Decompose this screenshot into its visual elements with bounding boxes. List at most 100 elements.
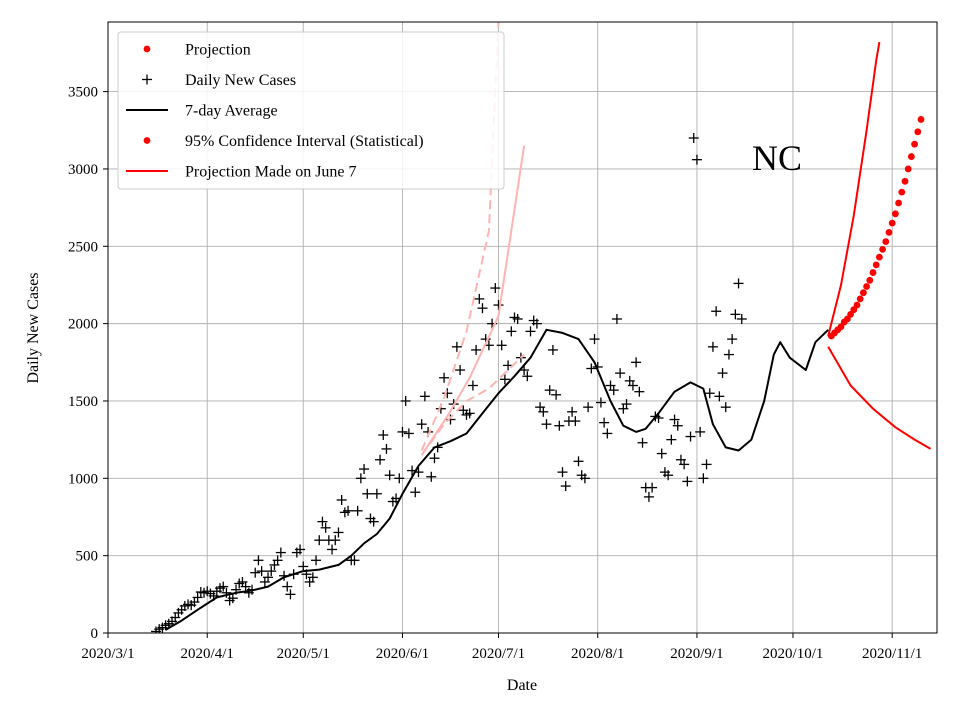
projection-point	[872, 261, 880, 269]
daily-case-marker	[282, 581, 293, 592]
daily-case-marker	[352, 505, 363, 516]
y-tick-label: 1500	[68, 394, 98, 410]
daily-case-marker	[349, 555, 360, 566]
projection-point	[856, 295, 864, 303]
daily-case-marker	[490, 283, 501, 294]
daily-case-marker	[595, 397, 606, 408]
projection-point	[891, 210, 899, 218]
projection-point	[901, 177, 909, 185]
daily-case-marker	[429, 453, 440, 464]
legend-label: 95% Confidence Interval (Statistical)	[185, 133, 424, 150]
daily-case-marker	[496, 340, 507, 351]
plot-frame	[107, 21, 938, 634]
daily-case-marker	[384, 470, 395, 481]
y-tick-label: 500	[76, 549, 99, 565]
y-axis-label: Daily New Cases	[25, 272, 42, 383]
daily-case-marker	[343, 505, 354, 516]
daily-case-marker	[451, 341, 462, 352]
daily-case-marker	[506, 326, 517, 337]
daily-case-marker	[330, 535, 341, 546]
projection-point	[875, 253, 883, 261]
daily-case-marker	[711, 306, 722, 317]
legend-entry: 95% Confidence Interval (Statistical)	[143, 133, 424, 150]
daily-case-marker	[218, 581, 229, 592]
daily-case-marker	[455, 365, 466, 376]
confidence-interval-line	[827, 41, 881, 337]
projection-point	[863, 283, 870, 290]
daily-case-marker	[589, 334, 600, 345]
daily-case-marker	[493, 300, 504, 311]
daily-case-marker	[298, 561, 309, 572]
daily-case-marker	[717, 368, 728, 379]
legend-entry: Projection Made on June 7	[126, 164, 357, 181]
daily-case-marker	[410, 487, 421, 498]
grid-lines	[107, 22, 937, 634]
daily-case-marker	[419, 391, 430, 402]
daily-case-marker	[538, 406, 549, 417]
daily-case-marker	[583, 402, 594, 413]
daily-case-marker	[599, 417, 610, 428]
legend-box	[117, 31, 505, 190]
daily-case-marker	[720, 402, 731, 413]
daily-case-marker	[541, 419, 552, 430]
daily-case-marker	[637, 437, 648, 448]
daily-case-marker	[691, 154, 702, 165]
daily-case-marker	[707, 341, 718, 352]
daily-case-marker	[397, 426, 408, 437]
daily-case-marker	[608, 385, 619, 396]
daily-case-marker	[253, 555, 264, 566]
daily-case-marker	[471, 344, 482, 355]
daily-case-marker	[272, 555, 283, 566]
projection-point	[888, 219, 896, 227]
daily-case-marker	[285, 589, 296, 600]
projection-point	[907, 153, 915, 160]
daily-case-marker	[547, 344, 558, 355]
daily-case-marker	[573, 456, 584, 467]
legend-entry: Projection	[143, 42, 251, 59]
y-tick-label: 3000	[68, 162, 98, 178]
x-axis-label: Date	[507, 677, 537, 694]
confidence-interval-line	[827, 346, 932, 450]
daily-case-marker	[704, 388, 715, 399]
daily-case-marker	[311, 555, 322, 566]
daily-case-marker	[560, 481, 571, 492]
daily-case-marker	[512, 313, 523, 324]
x-tick-label: 2020/11/1	[862, 646, 922, 662]
daily-case-marker	[698, 473, 709, 484]
legend: Projection Daily New Cases 7-day Average 95…	[117, 31, 505, 190]
daily-case-marker	[544, 385, 555, 396]
daily-case-marker	[736, 313, 747, 324]
x-tick-label: 2020/10/1	[763, 646, 824, 662]
projection-point	[866, 276, 874, 284]
daily-case-marker	[554, 420, 565, 431]
daily-case-marker	[685, 431, 696, 442]
daily-case-marker	[611, 313, 622, 324]
x-tick-label: 2020/3/1	[81, 646, 134, 662]
daily-case-marker	[307, 572, 318, 583]
daily-case-marker	[355, 473, 366, 484]
daily-case-marker	[551, 389, 562, 400]
daily-case-marker	[477, 303, 488, 314]
daily-case-marker	[359, 464, 370, 475]
x-tick-label: 2020/7/1	[472, 646, 525, 662]
daily-case-marker	[733, 278, 744, 289]
daily-case-marker	[378, 430, 389, 441]
daily-case-marker	[525, 326, 536, 337]
projection-point	[895, 199, 902, 207]
y-tick-label: 3500	[68, 85, 98, 101]
projection-point	[917, 116, 925, 123]
daily-case-marker	[531, 318, 542, 329]
legend-label: 7-day Average	[185, 103, 278, 120]
legend-entry: 7-day Average	[126, 103, 278, 120]
projection-point	[882, 238, 890, 246]
daily-case-marker	[727, 334, 738, 345]
projection-point	[904, 165, 912, 173]
daily-case-marker	[714, 391, 725, 402]
plot-area	[151, 22, 932, 633]
daily-case-marker	[567, 406, 578, 417]
projection-point	[898, 188, 906, 196]
legend-label: Projection Made on June 7	[185, 164, 357, 181]
daily-case-marker	[368, 516, 379, 527]
projection-point	[914, 128, 922, 136]
